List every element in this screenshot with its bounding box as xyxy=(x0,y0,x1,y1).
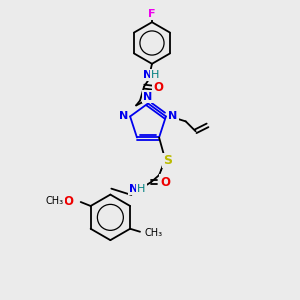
Text: O: O xyxy=(64,194,74,208)
Text: H: H xyxy=(137,184,146,194)
Text: N: N xyxy=(118,111,128,122)
Text: N: N xyxy=(143,92,153,101)
Text: N: N xyxy=(143,70,153,80)
Text: S: S xyxy=(164,154,172,167)
Text: O: O xyxy=(160,176,170,189)
Text: CH₃: CH₃ xyxy=(46,196,64,206)
Text: H: H xyxy=(151,70,159,80)
Text: O: O xyxy=(153,81,163,94)
Text: N: N xyxy=(129,184,138,194)
Text: N: N xyxy=(168,111,178,122)
Text: CH₃: CH₃ xyxy=(145,228,163,238)
Text: F: F xyxy=(148,9,156,19)
